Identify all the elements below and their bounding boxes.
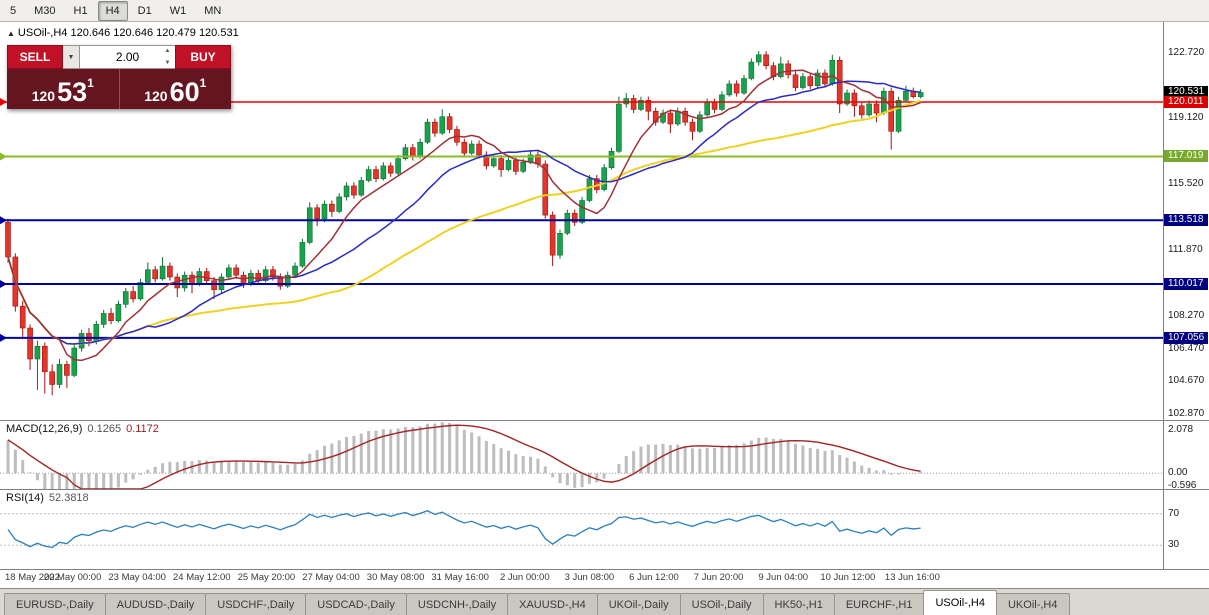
volume-value: 2.00 xyxy=(115,50,140,64)
symbol-tab-usdcad-daily[interactable]: USDCAD-,Daily xyxy=(305,593,407,615)
sell-price-big: 53 xyxy=(57,77,88,108)
chart-ohlc-readout: ▲ USOil-,H4 120.646 120.646 120.479 120.5… xyxy=(7,27,239,39)
buy-price-display[interactable]: 120 60 1 xyxy=(120,69,232,109)
price-axis-label: 115.520 xyxy=(1168,177,1204,189)
rsi-axis-label: 30 xyxy=(1168,539,1180,551)
time-axis-label: 18 May 2022 xyxy=(5,572,60,583)
macd-indicator-label: MACD(12,26,9) 0.1265 0.1172 xyxy=(6,423,159,435)
buy-price-prefix: 120 xyxy=(144,88,168,105)
time-axis-label: 30 May 08:00 xyxy=(366,572,425,583)
rsi-axis-label: 70 xyxy=(1168,507,1180,519)
symbol-tab-ukoil-daily[interactable]: UKOil-,Daily xyxy=(596,593,681,615)
timeframe-button-h4[interactable]: H4 xyxy=(97,0,128,21)
time-axis-label: 23 May 04:00 xyxy=(108,572,166,583)
symbol-tab-ukoil-h4[interactable]: UKOil-,H4 xyxy=(995,593,1070,615)
time-axis-label: 31 May 16:00 xyxy=(431,572,489,583)
symbol-tab-audusd-daily[interactable]: AUDUSD-,Daily xyxy=(104,593,207,615)
price-badge: 117.019 xyxy=(1164,150,1208,163)
sell-price-prefix: 120 xyxy=(31,88,56,105)
sell-price-pip: 1 xyxy=(87,76,94,90)
price-axis-label: 119.120 xyxy=(1168,112,1204,124)
macd-axis-label: 2.078 xyxy=(1168,423,1194,435)
price-axis-label: 104.670 xyxy=(1168,375,1205,387)
symbol-tab-usoil-daily[interactable]: USOil-,Daily xyxy=(679,593,764,615)
buy-button[interactable]: BUY xyxy=(175,45,231,69)
rsi-indicator-label: RSI(14) 52.3818 xyxy=(6,492,89,504)
timeframe-button-h1[interactable]: H1 xyxy=(73,4,88,17)
macd-axis-label: 0.00 xyxy=(1168,467,1188,479)
time-axis-label: 24 May 12:00 xyxy=(173,572,231,583)
volume-dropdown-icon[interactable]: ▼ xyxy=(63,45,80,69)
symbol-tab-hk50-h1[interactable]: HK50-,H1 xyxy=(762,593,835,615)
sell-button[interactable]: SELL xyxy=(7,45,63,69)
symbol-tab-usdcnh-daily[interactable]: USDCNH-,Daily xyxy=(405,593,509,615)
buy-price-pip: 1 xyxy=(199,76,207,90)
time-axis-label: 3 Jun 08:00 xyxy=(564,572,615,583)
timeframe-button-d1[interactable]: D1 xyxy=(137,4,152,17)
time-axis-label: 13 Jun 16:00 xyxy=(884,572,940,583)
volume-input[interactable]: 2.00 ▲ ▼ xyxy=(80,45,175,69)
time-axis-label: 2 Jun 00:00 xyxy=(499,572,550,583)
price-axis-label: 102.870 xyxy=(1168,408,1205,420)
price-axis-label: 111.870 xyxy=(1168,244,1203,256)
time-axis-label: 25 May 20:00 xyxy=(237,572,296,583)
one-click-trade-panel: SELL ▼ 2.00 ▲ ▼ BUY 120 53 1 120 60 1 xyxy=(7,45,231,109)
price-axis-label: 106.470 xyxy=(1168,342,1205,354)
price-badge: 113.518 xyxy=(1164,214,1208,227)
time-axis-label: 10 Jun 12:00 xyxy=(820,572,876,583)
price-badge: 120.011 xyxy=(1164,95,1208,108)
chart-symbol-icon: ▲ xyxy=(7,29,15,38)
symbol-tab-bar: EURUSD-,Daily AUDUSD-,Daily USDCHF-,Daily U… xyxy=(0,588,1209,615)
macd-axis-label: -0.596 xyxy=(1168,479,1197,491)
price-axis-label: 108.270 xyxy=(1168,309,1205,321)
timeframe-toolbar: 5 M30 H1 H4 D1 W1 MN xyxy=(0,0,1209,22)
timeframe-button-5[interactable]: 5 xyxy=(10,4,17,17)
sell-price-display[interactable]: 120 53 1 xyxy=(7,69,120,109)
price-axis-label: 122.720 xyxy=(1168,46,1205,58)
time-axis-label: 7 Jun 20:00 xyxy=(693,572,744,583)
time-axis-label: 6 Jun 12:00 xyxy=(629,572,679,583)
symbol-tab-eurchf-h1[interactable]: EURCHF-,H1 xyxy=(833,593,925,615)
symbol-tab-xauusd-h4[interactable]: XAUUSD-,H4 xyxy=(507,593,598,615)
timeframe-button-mn[interactable]: MN xyxy=(204,4,222,17)
symbol-tab-usoil-h4[interactable]: USOil-,H4 xyxy=(923,590,997,615)
timeframe-button-w1[interactable]: W1 xyxy=(169,4,187,17)
symbol-tab-eurusd-daily[interactable]: EURUSD-,Daily xyxy=(4,593,106,615)
volume-stepper[interactable]: ▲ ▼ xyxy=(164,48,171,66)
price-badge: 107.056 xyxy=(1164,331,1208,344)
price-badge: 110.017 xyxy=(1164,277,1208,290)
time-axis-label: 20 May 00:00 xyxy=(43,572,102,583)
timeframe-button-m30[interactable]: M30 xyxy=(34,4,56,17)
price-badge: 120.531 xyxy=(1164,86,1208,99)
time-axis-label: 9 Jun 04:00 xyxy=(758,572,809,583)
time-axis-label: 27 May 04:00 xyxy=(302,572,360,583)
symbol-tab-usdchf-daily[interactable]: USDCHF-,Daily xyxy=(205,593,307,615)
buy-price-big: 60 xyxy=(169,77,200,108)
